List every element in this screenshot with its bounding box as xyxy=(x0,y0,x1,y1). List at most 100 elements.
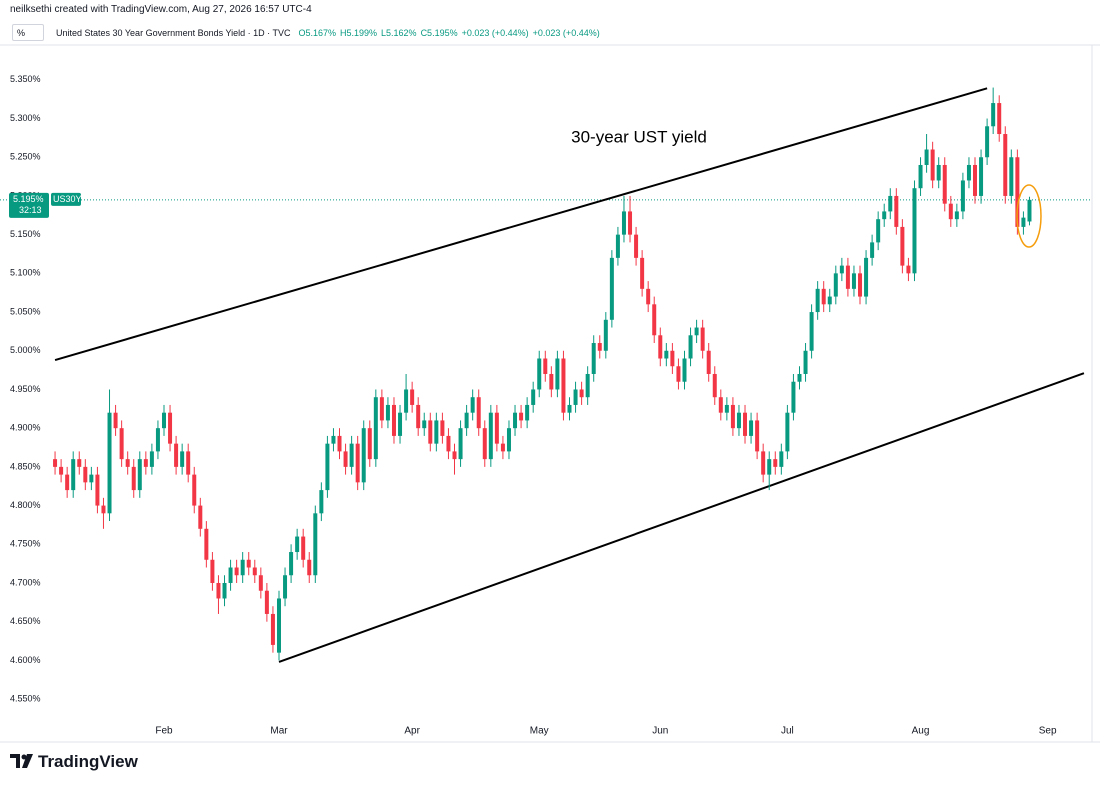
candle-body xyxy=(646,288,651,305)
candle-body xyxy=(113,412,118,429)
candle-body xyxy=(319,490,324,514)
candle-body xyxy=(192,474,197,506)
candle-body xyxy=(161,412,166,429)
price-tag xyxy=(9,192,49,218)
x-tick-label: May xyxy=(530,726,549,737)
candle-body xyxy=(276,598,281,653)
candle-body xyxy=(543,358,548,374)
candle-body xyxy=(1003,134,1008,196)
change: +0.023 (+0.44%) xyxy=(532,27,600,38)
candle-body xyxy=(845,265,850,289)
candle-body xyxy=(494,412,499,444)
candle-body xyxy=(997,103,1002,135)
candle-body xyxy=(180,451,185,467)
symbol-tag xyxy=(51,192,81,206)
y-tick-label: 5.100% xyxy=(10,268,41,278)
candle-body xyxy=(785,412,790,452)
highlight-ellipse xyxy=(1016,184,1042,248)
candle-body xyxy=(506,428,511,452)
candle-body xyxy=(89,474,94,483)
candle-body xyxy=(555,358,560,390)
candle-body xyxy=(174,443,179,467)
candle-body xyxy=(743,412,748,436)
candle-body xyxy=(488,412,493,460)
x-tick-label: Jul xyxy=(781,726,794,737)
candle-body xyxy=(948,203,953,220)
candle-body xyxy=(422,420,427,429)
candle-body xyxy=(664,350,669,359)
y-tick-label: 5.000% xyxy=(10,345,41,355)
x-tick-label: Mar xyxy=(270,726,288,737)
candle-body xyxy=(143,459,148,467)
candle-body xyxy=(1021,217,1026,227)
logo-text: TradingView xyxy=(38,752,138,771)
candle-body xyxy=(65,474,70,491)
symbol-title: United States 30 Year Government Bonds Y… xyxy=(56,27,291,38)
candles xyxy=(53,87,1032,661)
ohlc-open: O5.167% xyxy=(298,27,336,38)
y-tick-label: 4.600% xyxy=(10,655,41,665)
candle-body xyxy=(537,358,542,390)
candle-body xyxy=(979,157,984,196)
candle-body xyxy=(591,343,596,374)
symbol-tag-label: US30Y xyxy=(53,194,82,204)
candle-body xyxy=(391,404,396,436)
candle-body xyxy=(289,552,294,576)
candle-body xyxy=(125,459,130,467)
candle-body xyxy=(464,412,469,429)
candle-body xyxy=(767,459,772,475)
candle-body xyxy=(749,420,754,436)
candle-body xyxy=(706,350,711,374)
candle-body xyxy=(149,451,154,467)
candle-body xyxy=(458,428,463,460)
candle-body xyxy=(561,358,566,413)
change: +0.023 (+0.44%) xyxy=(461,27,529,38)
y-tick-label: 4.700% xyxy=(10,577,41,587)
candle-body xyxy=(621,211,626,235)
candle-body xyxy=(355,443,360,483)
x-tick-label: Aug xyxy=(912,726,930,737)
candle-body xyxy=(1015,157,1020,227)
y-tick-label: 5.300% xyxy=(10,113,41,123)
candle-body xyxy=(325,443,330,491)
axes: 4.550% 4.600% 4.650% 4.700% 4.750% 4.800% 4.85… xyxy=(9,74,1057,737)
candle-body xyxy=(864,257,869,297)
candle-body xyxy=(924,149,929,165)
candle-body xyxy=(410,389,415,405)
candle-body xyxy=(500,443,505,452)
candle-body xyxy=(670,350,675,367)
candle-body xyxy=(71,459,76,491)
candle-body xyxy=(858,273,863,297)
candle-body xyxy=(609,257,614,320)
candle-body xyxy=(549,373,554,390)
x-tick-label: Feb xyxy=(155,726,173,737)
y-tick-label: 5.350% xyxy=(10,74,41,84)
candle-body xyxy=(222,582,227,599)
candle-body xyxy=(603,319,608,351)
candle-body xyxy=(712,373,717,398)
candle-body xyxy=(264,590,269,614)
candle-body xyxy=(416,404,421,429)
trendlines xyxy=(54,87,1085,663)
candle-body xyxy=(761,451,766,475)
candle-body xyxy=(349,443,354,467)
y-tick-label: 4.750% xyxy=(10,539,41,549)
candle-body xyxy=(404,389,409,413)
candle-body xyxy=(821,288,826,305)
y-tick-label: 4.900% xyxy=(10,423,41,433)
candle-body xyxy=(155,428,160,452)
candle-body xyxy=(815,288,820,313)
candle-body xyxy=(270,613,275,645)
candle-body xyxy=(652,304,657,336)
candle-body xyxy=(1009,157,1014,196)
candle-body xyxy=(585,373,590,398)
candle-body xyxy=(198,505,203,529)
candle-body xyxy=(531,389,536,405)
scale-button[interactable]: % xyxy=(12,24,44,41)
countdown: 32:13 xyxy=(19,205,42,215)
candle-body xyxy=(730,404,735,429)
x-tick-label: Jun xyxy=(652,726,668,737)
candle-body xyxy=(361,428,366,483)
candle-body xyxy=(597,343,602,351)
